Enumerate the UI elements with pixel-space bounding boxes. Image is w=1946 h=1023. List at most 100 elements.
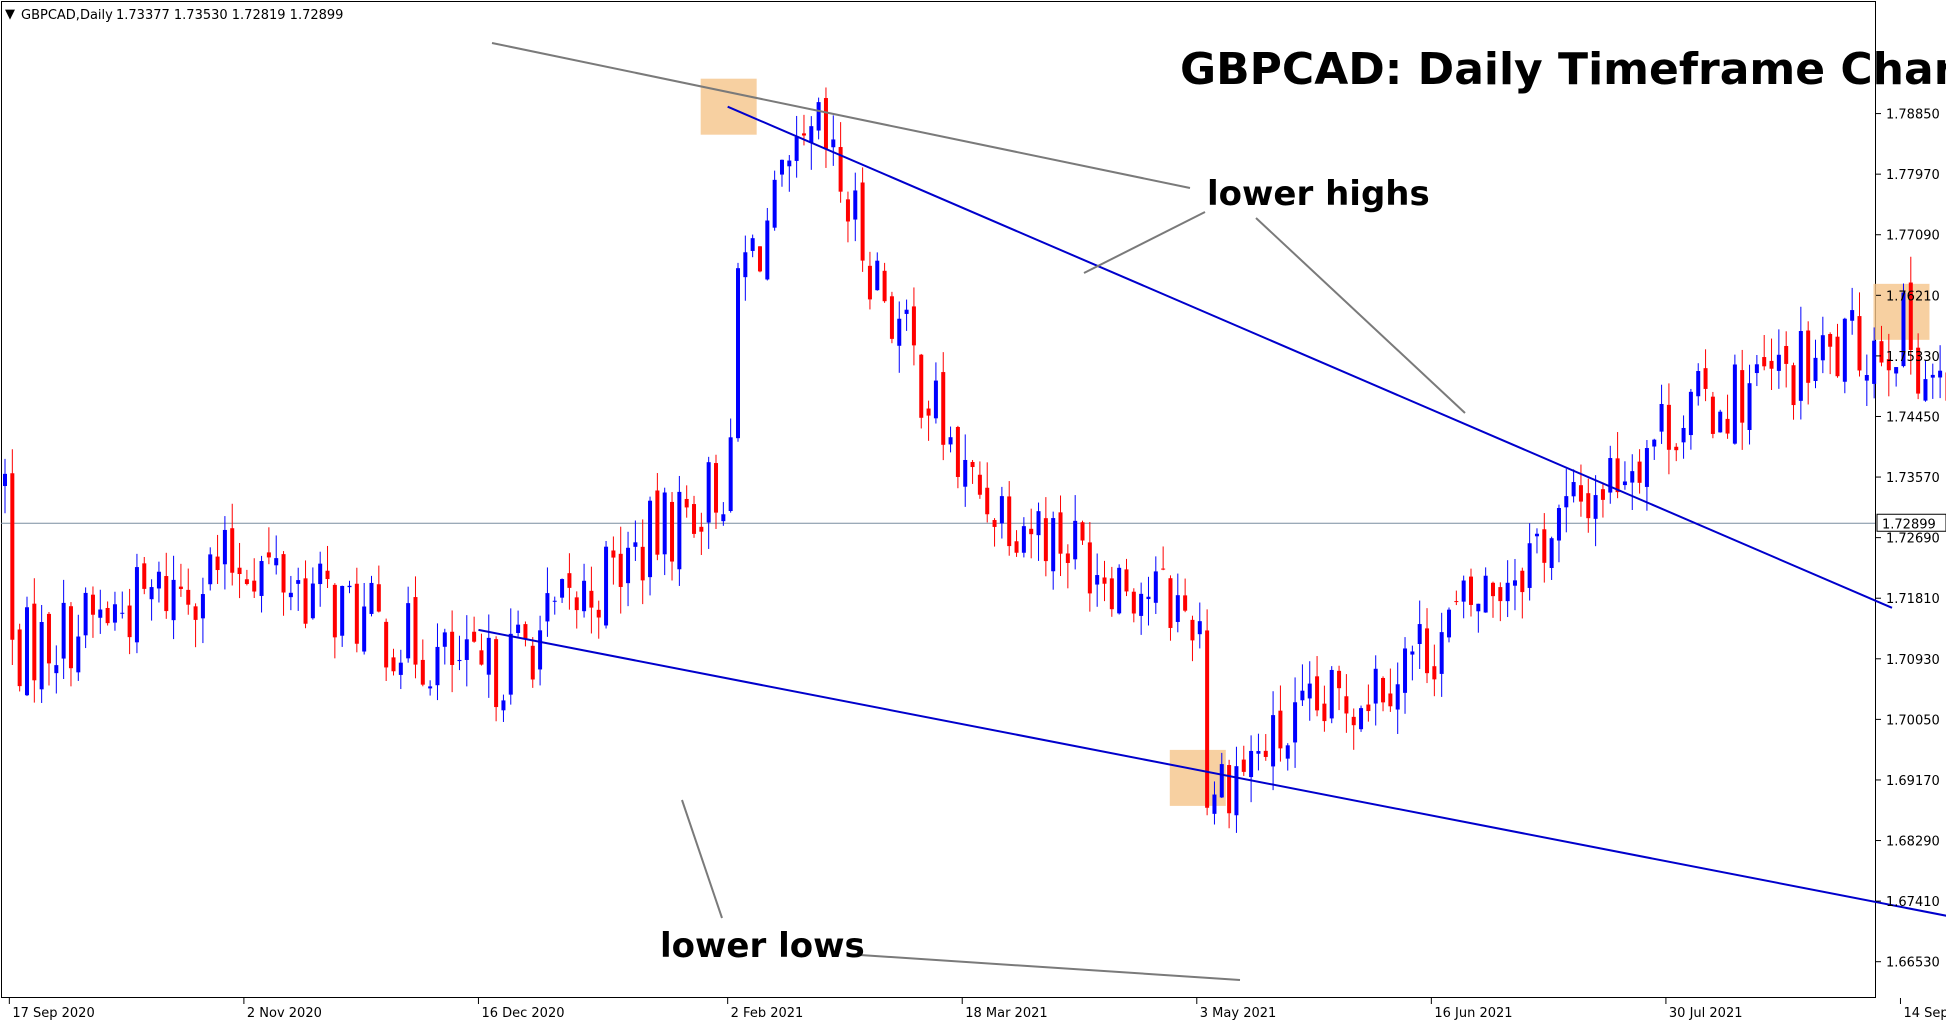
candle-body [670, 501, 675, 562]
candle [1791, 362, 1796, 420]
candle-body [1835, 336, 1840, 377]
candle [1630, 454, 1635, 511]
candle-body [39, 622, 44, 690]
candle [640, 519, 645, 605]
candle [1556, 504, 1561, 563]
candle-body [1337, 670, 1342, 689]
candles [3, 87, 1946, 833]
candle-body [1425, 628, 1430, 674]
candle-body [1241, 759, 1246, 772]
candle [376, 565, 381, 613]
candle-body [1901, 292, 1906, 367]
candle [303, 560, 308, 629]
candle [670, 492, 675, 581]
candle [845, 191, 850, 243]
candle [318, 551, 323, 607]
chart-title: GBPCAD: Daily Timeframe Chart [1180, 44, 1946, 95]
candle-body [1366, 704, 1371, 712]
candle [1153, 556, 1158, 614]
candle [1850, 287, 1855, 335]
candle [54, 645, 59, 694]
candle [32, 578, 37, 703]
candle [178, 563, 183, 597]
candle-body [516, 624, 521, 633]
candle-body [1593, 495, 1598, 519]
triangle-down-icon[interactable]: ▼ [5, 7, 15, 22]
candle [1754, 355, 1759, 387]
candle-body [200, 594, 205, 619]
candle-body [3, 473, 7, 487]
price-axis: 1.78850 1.77970 1.77090 1.76210 1.75330 1.744… [1876, 108, 1940, 971]
candle-body [1300, 690, 1305, 701]
candle [589, 566, 594, 634]
candle-body [1542, 529, 1547, 563]
candle [1732, 354, 1737, 445]
candle [222, 516, 227, 590]
candle-body [1813, 357, 1818, 382]
candle-body [1190, 619, 1195, 641]
candle [677, 475, 682, 586]
candle [1725, 394, 1730, 439]
candle [1857, 292, 1862, 377]
candle-body [618, 553, 623, 587]
candle [1395, 662, 1400, 734]
candle [574, 591, 579, 629]
candle-body [296, 580, 301, 584]
candle-body [1622, 481, 1627, 486]
candle-body [457, 659, 462, 662]
candle-body [574, 597, 579, 611]
candle [244, 569, 249, 586]
x-tick-label: 16 Jun 2021 [1434, 1006, 1512, 1021]
candle-body [1586, 493, 1591, 519]
candle [1234, 746, 1239, 833]
candle-body [823, 98, 828, 150]
candle [193, 603, 198, 648]
candle-body [1227, 765, 1232, 814]
candle [266, 527, 271, 565]
candle [838, 122, 843, 203]
candle-body [1886, 359, 1891, 371]
candle [230, 503, 235, 586]
candle-body [1498, 587, 1503, 602]
candle-body [845, 199, 850, 222]
candle-body [1161, 568, 1166, 570]
candle [1293, 677, 1298, 768]
candle-body [1432, 666, 1437, 680]
candle [1014, 530, 1019, 557]
candle-body [222, 529, 227, 565]
candle [648, 496, 653, 596]
candle-body [1373, 668, 1378, 704]
candle [369, 575, 374, 617]
candle-body [1769, 360, 1774, 369]
candle-body [955, 427, 960, 477]
candle-body [999, 496, 1004, 524]
candle-body [1307, 683, 1312, 699]
candle-body [1073, 520, 1078, 560]
candle-body [1146, 596, 1151, 600]
candle-body [1212, 794, 1217, 814]
candle-body [332, 584, 337, 638]
candle-body [1124, 569, 1129, 592]
candle [985, 462, 990, 523]
candle-body [1315, 676, 1320, 711]
candle [1512, 558, 1517, 611]
candle-body [897, 318, 902, 346]
candle [1051, 511, 1056, 590]
candle [1776, 329, 1781, 389]
candle-body [171, 579, 176, 621]
candle [1373, 655, 1378, 726]
candle-body [318, 563, 323, 585]
candle-body [1403, 648, 1408, 693]
candle [340, 585, 345, 647]
candle-body [589, 590, 594, 608]
y-tick-label: 1.77090 [1886, 229, 1940, 244]
candle [552, 596, 557, 615]
candle-body [867, 265, 872, 300]
candle-body [1021, 526, 1026, 553]
candle [567, 553, 572, 610]
candle-body [1271, 715, 1276, 767]
candle [325, 545, 330, 589]
candle [1461, 575, 1466, 619]
candle [142, 556, 147, 595]
